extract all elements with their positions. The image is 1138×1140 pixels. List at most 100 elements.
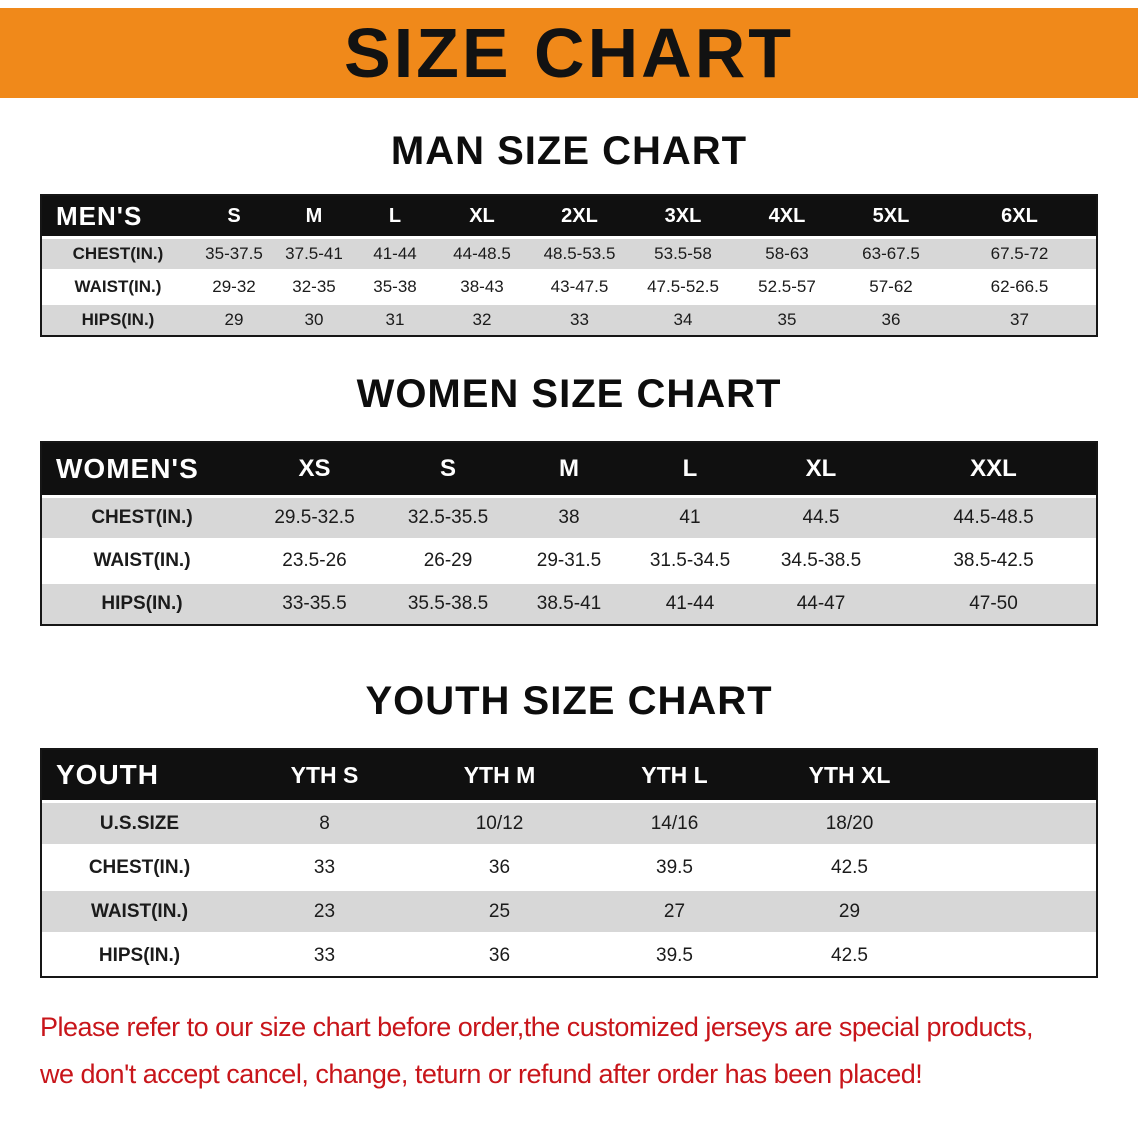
table-cell: 44.5-48.5 xyxy=(953,507,1034,528)
row-label: WAIST(IN.) xyxy=(90,900,189,922)
youth-chest-row: CHEST(IN.) 33 36 39.5 42.5 xyxy=(42,844,1096,888)
table-cell: 33 xyxy=(313,944,336,966)
table-cell: 53.5-58 xyxy=(654,244,712,263)
table-cell: 57-62 xyxy=(869,277,913,296)
size-chart-page: SIZE CHART MAN SIZE CHART MEN'S S M L XL… xyxy=(0,8,1138,1098)
table-cell: 36 xyxy=(488,856,511,878)
footer-note: Please refer to our size chart before or… xyxy=(40,1004,1098,1098)
size-col-header: YTH S xyxy=(290,761,359,788)
table-cell: 38.5-41 xyxy=(536,593,602,614)
table-cell: 8 xyxy=(319,812,330,834)
row-label: CHEST(IN.) xyxy=(91,507,193,528)
table-cell: 35-37.5 xyxy=(205,244,263,263)
table-cell: 67.5-72 xyxy=(990,244,1049,263)
table-cell: 23 xyxy=(313,900,336,922)
table-cell: 58-63 xyxy=(765,244,809,263)
table-cell: 29-31.5 xyxy=(536,550,602,571)
page-title: SIZE CHART xyxy=(344,14,794,92)
women-chest-row: CHEST(IN.) 29.5-32.5 32.5-35.5 38 41 44.… xyxy=(42,495,1096,538)
row-label: HIPS(IN.) xyxy=(101,593,183,614)
row-label: U.S.SIZE xyxy=(99,812,180,834)
size-col-header: XXL xyxy=(970,455,1017,482)
table-cell: 44.5 xyxy=(802,507,840,528)
youth-corner-label: YOUTH xyxy=(56,759,159,790)
table-cell: 29.5-32.5 xyxy=(274,507,355,528)
women-corner-label: WOMEN'S xyxy=(56,453,199,484)
table-cell: 48.5-53.5 xyxy=(543,244,616,263)
size-col-header: 6XL xyxy=(1001,204,1038,227)
size-col-header: L xyxy=(388,204,402,227)
footer-note-line-1: Please refer to our size chart before or… xyxy=(40,1012,1034,1042)
table-cell: 27 xyxy=(663,900,686,922)
table-cell: 38.5-42.5 xyxy=(953,550,1034,571)
table-cell: 37 xyxy=(1010,310,1029,329)
table-cell: 37.5-41 xyxy=(285,244,343,263)
size-col-header: 2XL xyxy=(561,204,598,227)
size-col-header: L xyxy=(682,455,698,482)
size-col-header: YTH M xyxy=(463,761,536,788)
women-hips-row: HIPS(IN.) 33-35.5 35.5-38.5 38.5-41 41-4… xyxy=(42,581,1096,624)
size-col-header: 4XL xyxy=(768,204,806,227)
table-cell: 32 xyxy=(472,310,492,329)
row-label: CHEST(IN.) xyxy=(88,856,191,878)
table-cell: 32-35 xyxy=(292,277,336,296)
men-waist-row: WAIST(IN.) 29-32 32-35 35-38 38-43 43-47… xyxy=(42,269,1096,302)
row-label: CHEST(IN.) xyxy=(72,244,164,263)
table-cell: 14/16 xyxy=(650,812,699,834)
table-cell: 36 xyxy=(488,944,511,966)
size-col-header: YTH XL xyxy=(808,761,891,788)
table-cell: 33 xyxy=(313,856,336,878)
table-cell: 36 xyxy=(881,310,901,329)
table-cell: 35-38 xyxy=(373,277,417,296)
size-col-header: M xyxy=(559,455,579,482)
table-cell: 63-67.5 xyxy=(862,244,920,263)
table-cell: 23.5-26 xyxy=(282,550,347,571)
table-cell: 31.5-34.5 xyxy=(649,550,731,571)
size-col-header: XL xyxy=(805,455,837,482)
table-cell: 30 xyxy=(304,310,324,329)
table-cell: 38 xyxy=(558,507,580,528)
table-cell: 39.5 xyxy=(656,944,693,966)
size-col-header: 5XL xyxy=(872,204,910,227)
youth-hips-row: HIPS(IN.) 33 36 39.5 42.5 xyxy=(42,932,1096,976)
table-cell: 41-44 xyxy=(665,593,715,614)
row-label: HIPS(IN.) xyxy=(81,310,155,329)
youth-table-header-row: YOUTH YTH S YTH M YTH L YTH XL xyxy=(42,750,1096,800)
table-cell: 42.5 xyxy=(831,944,868,966)
table-cell: 29 xyxy=(838,900,861,922)
table-cell: 29-32 xyxy=(212,277,256,296)
table-cell: 18/20 xyxy=(825,812,874,834)
size-col-header: S xyxy=(227,204,241,227)
size-col-header: 3XL xyxy=(664,204,702,227)
table-cell: 33-35.5 xyxy=(282,593,347,614)
table-cell: 26-29 xyxy=(423,550,473,571)
table-cell: 38-43 xyxy=(460,277,504,296)
men-hips-row: HIPS(IN.) 29 30 31 32 33 34 35 36 37 xyxy=(42,302,1096,335)
youth-ussize-row: U.S.SIZE 8 10/12 14/16 18/20 xyxy=(42,800,1096,844)
table-cell: 25 xyxy=(488,900,511,922)
size-col-header: XL xyxy=(469,204,495,227)
men-table-header-row: MEN'S S M L XL 2XL 3XL 4XL 5XL 6XL xyxy=(42,196,1096,236)
men-chest-row: CHEST(IN.) 35-37.5 37.5-41 41-44 44-48.5… xyxy=(42,236,1096,269)
table-cell: 41-44 xyxy=(373,244,417,263)
table-cell: 29 xyxy=(224,310,244,329)
table-cell: 44-48.5 xyxy=(453,244,511,263)
footer-note-line-2: we don't accept cancel, change, teturn o… xyxy=(40,1059,923,1089)
table-cell: 34 xyxy=(673,310,693,329)
table-cell: 47.5-52.5 xyxy=(647,277,719,296)
table-cell: 44-47 xyxy=(796,593,846,614)
table-cell: 39.5 xyxy=(656,856,693,878)
table-cell: 42.5 xyxy=(831,856,868,878)
row-label: HIPS(IN.) xyxy=(98,944,181,966)
table-cell: 35.5-38.5 xyxy=(407,593,489,614)
table-cell: 10/12 xyxy=(475,812,524,834)
youth-waist-row: WAIST(IN.) 23 25 27 29 xyxy=(42,888,1096,932)
men-corner-label: MEN'S xyxy=(56,200,143,231)
table-cell: 47-50 xyxy=(969,593,1018,614)
title-banner: SIZE CHART xyxy=(0,8,1138,98)
men-size-table: MEN'S S M L XL 2XL 3XL 4XL 5XL 6XL CHEST… xyxy=(40,194,1098,337)
youth-size-table: YOUTH YTH S YTH M YTH L YTH XL U.S.SIZE … xyxy=(40,748,1098,978)
women-table-header-row: WOMEN'S XS S M L XL XXL xyxy=(42,443,1096,495)
women-waist-row: WAIST(IN.) 23.5-26 26-29 29-31.5 31.5-34… xyxy=(42,538,1096,581)
size-col-header: M xyxy=(305,204,323,227)
